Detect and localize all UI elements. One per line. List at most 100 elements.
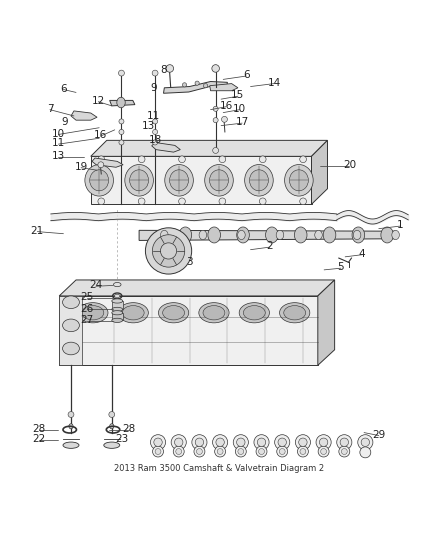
Text: 3: 3 [186, 257, 193, 267]
Ellipse shape [250, 170, 268, 191]
Circle shape [109, 411, 115, 417]
Polygon shape [152, 142, 180, 152]
Text: 1: 1 [396, 220, 403, 230]
Circle shape [174, 438, 183, 447]
Circle shape [256, 446, 267, 457]
Circle shape [277, 446, 288, 457]
Ellipse shape [238, 230, 245, 240]
Circle shape [152, 130, 158, 134]
Ellipse shape [203, 305, 225, 320]
Ellipse shape [104, 442, 120, 448]
Text: 23: 23 [116, 434, 129, 444]
Text: 11: 11 [147, 111, 160, 121]
Circle shape [179, 156, 185, 163]
Text: 16: 16 [219, 101, 233, 111]
Polygon shape [91, 156, 311, 204]
Circle shape [138, 156, 145, 163]
Circle shape [119, 70, 124, 76]
Circle shape [152, 119, 158, 124]
Circle shape [358, 435, 373, 450]
Polygon shape [163, 82, 227, 93]
Circle shape [295, 435, 311, 450]
Circle shape [258, 449, 265, 455]
Ellipse shape [315, 230, 322, 240]
Text: 9: 9 [62, 117, 68, 127]
Text: 2013 Ram 3500 Camshaft & Valvetrain Diagram 2: 2013 Ram 3500 Camshaft & Valvetrain Diag… [114, 464, 324, 473]
Ellipse shape [237, 227, 249, 243]
Text: 13: 13 [142, 122, 155, 132]
Polygon shape [71, 111, 97, 120]
Ellipse shape [323, 227, 336, 243]
Ellipse shape [353, 230, 361, 240]
Ellipse shape [285, 165, 313, 196]
Polygon shape [210, 84, 238, 91]
Ellipse shape [112, 299, 123, 303]
Text: 20: 20 [343, 160, 356, 169]
Circle shape [257, 438, 266, 447]
Ellipse shape [112, 311, 123, 315]
Circle shape [179, 198, 185, 205]
Polygon shape [318, 280, 335, 365]
Circle shape [195, 438, 204, 447]
Circle shape [171, 435, 186, 450]
Polygon shape [110, 100, 135, 106]
Circle shape [160, 243, 177, 259]
Circle shape [195, 81, 199, 85]
Ellipse shape [161, 230, 168, 240]
Circle shape [219, 198, 226, 205]
Text: 25: 25 [80, 292, 93, 302]
Ellipse shape [276, 230, 284, 240]
Ellipse shape [122, 305, 144, 320]
Circle shape [176, 449, 182, 455]
Polygon shape [59, 296, 318, 365]
Ellipse shape [114, 294, 120, 297]
Text: 10: 10 [233, 104, 246, 114]
Text: 11: 11 [52, 138, 65, 148]
Ellipse shape [294, 227, 307, 243]
Ellipse shape [63, 442, 79, 448]
Ellipse shape [165, 165, 193, 196]
Circle shape [360, 447, 371, 458]
Polygon shape [92, 158, 123, 167]
Text: 15: 15 [231, 91, 244, 100]
Circle shape [119, 119, 124, 124]
Polygon shape [112, 313, 123, 320]
Circle shape [340, 438, 349, 447]
Circle shape [213, 148, 219, 154]
Ellipse shape [82, 305, 104, 320]
Circle shape [182, 83, 187, 87]
Ellipse shape [208, 227, 220, 243]
Text: 24: 24 [89, 280, 102, 290]
Circle shape [319, 438, 328, 447]
Circle shape [152, 446, 163, 457]
Circle shape [197, 449, 202, 455]
Circle shape [339, 446, 350, 457]
Ellipse shape [85, 165, 113, 196]
Ellipse shape [392, 230, 399, 240]
Ellipse shape [239, 303, 269, 323]
Text: 4: 4 [359, 249, 365, 259]
Circle shape [119, 140, 124, 145]
Ellipse shape [179, 227, 192, 243]
Text: 12: 12 [92, 96, 105, 106]
Ellipse shape [63, 342, 79, 355]
Ellipse shape [265, 227, 278, 243]
Polygon shape [59, 280, 335, 296]
Circle shape [259, 198, 266, 205]
Circle shape [173, 446, 184, 457]
Circle shape [279, 449, 285, 455]
Circle shape [98, 156, 105, 163]
Circle shape [238, 449, 244, 455]
Circle shape [152, 235, 185, 267]
Circle shape [155, 449, 161, 455]
Circle shape [98, 198, 105, 205]
Circle shape [138, 198, 145, 205]
Text: 6: 6 [60, 84, 67, 94]
Circle shape [233, 435, 248, 450]
Ellipse shape [244, 305, 265, 320]
Ellipse shape [352, 227, 365, 243]
Ellipse shape [130, 170, 148, 191]
Circle shape [152, 70, 158, 76]
Ellipse shape [69, 424, 73, 429]
Ellipse shape [209, 170, 229, 191]
